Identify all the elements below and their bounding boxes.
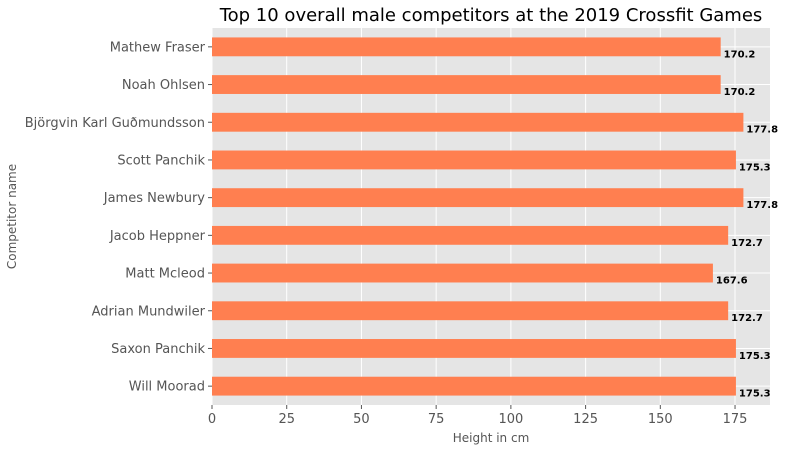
x-tick-label: 50 — [353, 412, 370, 427]
x-tick-label: 125 — [573, 412, 598, 427]
x-tick-label: 150 — [648, 412, 673, 427]
bar — [212, 339, 736, 358]
x-tick-label: 100 — [498, 412, 523, 427]
bar-value-label: 170.2 — [724, 87, 756, 98]
x-tick-label: 75 — [428, 412, 445, 427]
bar — [212, 376, 736, 396]
y-tick-label: Saxon Panchik — [111, 342, 205, 357]
y-tick-label: James Newbury — [103, 191, 206, 206]
x-tick-labels: 0 25 50 75 100 125 150 175 — [208, 405, 748, 427]
bar — [212, 225, 729, 245]
bar-value-label: 172.7 — [731, 313, 763, 324]
bar-value-label: 175.3 — [739, 162, 771, 173]
x-tick-label: 175 — [723, 412, 748, 427]
y-tick-label: Mathew Fraser — [110, 40, 206, 55]
y-tick-labels: Mathew Fraser Noah Ohlsen Björgvin Karl Gu… — [25, 40, 212, 395]
chart-title: Top 10 overall male competitors at the 2… — [219, 5, 763, 26]
bar-value-label: 170.2 — [724, 49, 756, 60]
bar — [212, 301, 729, 321]
x-tick-label: 0 — [208, 412, 216, 427]
bar — [212, 188, 744, 208]
bar-value-label: 172.7 — [731, 238, 763, 249]
data-labels: 170.2 170.2 177.8 175.3 177.8 172.7 167.6 172.7… — [716, 49, 778, 399]
y-tick-label: Björgvin Karl Guðmundsson — [25, 116, 205, 131]
x-axis-label: Height in cm — [453, 431, 530, 445]
bar-value-label: 177.8 — [746, 200, 778, 211]
bar — [212, 263, 713, 283]
y-tick-label: Jacob Heppner — [109, 229, 206, 244]
x-tick-label: 25 — [278, 412, 295, 427]
bar-value-label: 175.3 — [739, 351, 771, 362]
bar-value-label: 175.3 — [739, 389, 771, 400]
y-tick-label: Will Moorad — [129, 380, 205, 395]
y-tick-label: Noah Ohlsen — [122, 78, 205, 93]
y-tick-label: Matt Mcleod — [125, 267, 205, 282]
bar — [212, 75, 721, 94]
bar — [212, 37, 721, 57]
bar — [212, 112, 744, 132]
bar-value-label: 167.6 — [716, 275, 748, 286]
y-tick-label: Scott Panchik — [117, 153, 205, 168]
bar — [212, 150, 736, 170]
bars — [212, 37, 744, 396]
bar-value-label: 177.8 — [746, 125, 778, 136]
y-axis-label: Competitor name — [5, 164, 19, 269]
y-tick-label: Adrian Mundwiler — [92, 304, 206, 319]
